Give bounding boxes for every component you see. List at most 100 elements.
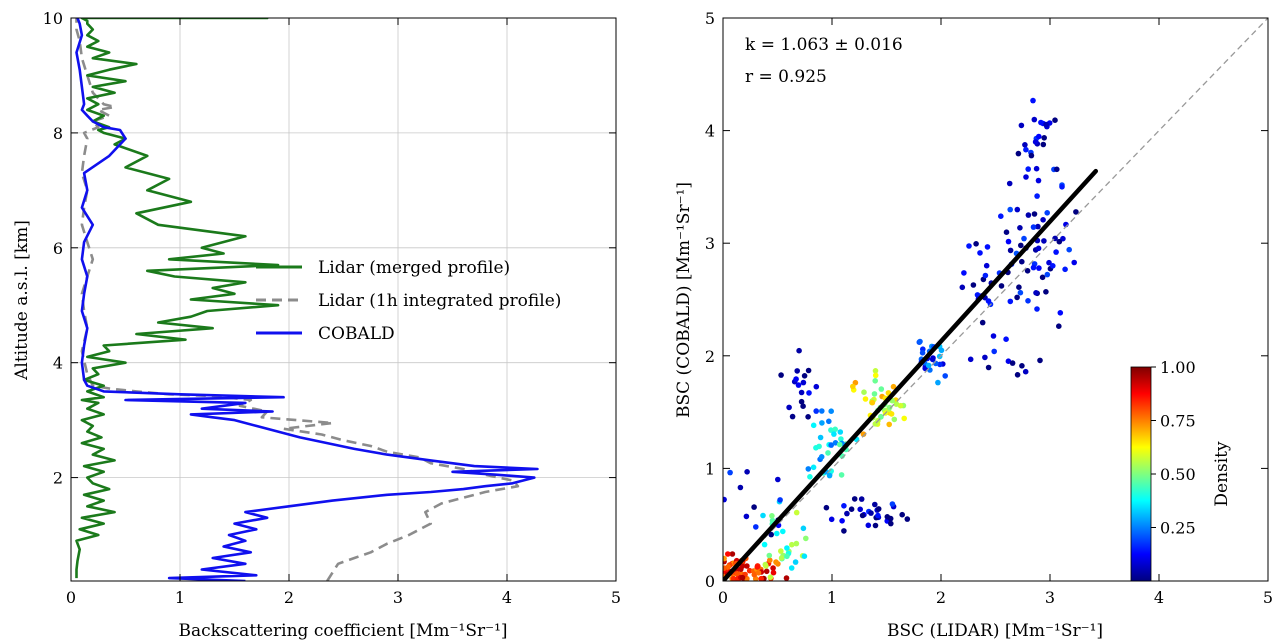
scatter-point-101 — [792, 559, 799, 565]
scatter-point-293 — [1033, 165, 1040, 172]
left-ticks: 0 1 2 3 4 5 2 4 6 8 10 — [43, 9, 621, 607]
scatter-point-316 — [805, 414, 811, 420]
scatter-point-42 — [763, 568, 770, 575]
right-y-axis-label: BSC (COBALD) [Mm⁻¹Sr⁻¹] — [674, 182, 694, 418]
scatter-point-277 — [1052, 117, 1058, 123]
scatter-point-311 — [800, 379, 807, 386]
scatter-point-135 — [828, 427, 834, 433]
scatter-point-128 — [819, 408, 825, 414]
scatter-point-103 — [784, 553, 790, 560]
scatter-point-24 — [770, 565, 776, 571]
scatter-point-210 — [942, 373, 948, 379]
scatter-point-384 — [991, 348, 997, 355]
scatter-point-196 — [929, 356, 936, 363]
scatter-point-82 — [793, 509, 800, 516]
left-x-tick-label-1: 1 — [175, 588, 185, 607]
scatter-point-231 — [1024, 268, 1031, 274]
scatter-point-267 — [1030, 264, 1037, 271]
scatter-point-288 — [1038, 119, 1044, 126]
left-x-tick-label-3: 3 — [393, 588, 403, 607]
scatter-point-63 — [723, 565, 727, 571]
left-x-tick-label-4: 4 — [502, 588, 512, 607]
colorbar-gradient — [1130, 366, 1152, 582]
scatter-point-389 — [1019, 363, 1025, 369]
scatter-point-123 — [838, 472, 845, 478]
scatter-point-109 — [778, 555, 785, 561]
left-plot-frame — [70, 17, 617, 582]
scatter-point-36 — [767, 557, 773, 563]
scatter-point-382 — [990, 333, 997, 339]
scatter-point-335 — [859, 512, 866, 519]
scatter-point-228 — [1035, 223, 1041, 230]
scatter-point-236 — [1030, 224, 1037, 230]
scatter-point-292 — [1036, 133, 1042, 140]
scatter-point-310 — [786, 404, 792, 411]
scatter-point-354 — [743, 513, 750, 520]
scatter-point-371 — [959, 284, 966, 291]
scatter-point-144 — [805, 466, 812, 472]
scatter-point-298 — [1040, 141, 1047, 148]
scatter-point-221 — [1034, 193, 1040, 199]
scatter-point-296 — [1043, 121, 1049, 128]
legend-label-lidar-1h: Lidar (1h integrated profile) — [318, 291, 561, 311]
scatter-point-274 — [1044, 210, 1050, 216]
scatter-point-127 — [832, 440, 839, 446]
scatter-point-317 — [778, 372, 784, 378]
colorbar-tick-label-1.00: 1.00 — [1160, 358, 1196, 377]
right-x-tick-label-5: 5 — [1263, 588, 1272, 607]
scatter-point-146 — [901, 415, 907, 422]
scatter-point-341 — [857, 506, 863, 513]
scatter-point-116 — [810, 422, 817, 429]
legend-label-lidar-merged: Lidar (merged profile) — [318, 258, 510, 278]
scatter-point-97 — [780, 528, 786, 535]
scatter-point-99 — [784, 545, 790, 551]
scatter-point-137 — [813, 445, 819, 451]
scatter-point-360 — [979, 319, 986, 326]
scatter-point-57 — [734, 571, 741, 577]
scatter-point-189 — [872, 378, 878, 384]
scatter-point-88 — [788, 565, 795, 571]
colorbar-tick-label-0.25: 0.25 — [1160, 519, 1196, 538]
scatter-point-336 — [872, 522, 879, 529]
scatter-point-255 — [1019, 258, 1025, 265]
scatter-point-158 — [860, 431, 867, 438]
scatter-point-70 — [770, 569, 777, 576]
scatter-point-233 — [1016, 284, 1022, 291]
scatter-point-309 — [806, 390, 812, 396]
scatter-point-81 — [803, 535, 809, 542]
scatter-point-120 — [807, 474, 813, 480]
scatter-point-266 — [1044, 271, 1051, 278]
scatter-point-286 — [1022, 142, 1028, 148]
scatter-point-125 — [838, 436, 844, 442]
scatter-point-249 — [1033, 290, 1039, 296]
left-y-tick-label-8: 8 — [53, 124, 63, 143]
scatter-point-353 — [777, 497, 783, 503]
scatter-point-320 — [858, 496, 865, 502]
scatter-point-140 — [810, 464, 817, 471]
scatter-point-107 — [793, 540, 800, 547]
scatter-point-262 — [1062, 266, 1068, 273]
scatter-point-242 — [1059, 184, 1065, 190]
scatter-point-243 — [1046, 259, 1052, 266]
scatter-point-322 — [872, 501, 878, 508]
series-line-cobald — [75, 18, 539, 581]
fit-line — [723, 168, 1099, 581]
scatter-point-263 — [1007, 206, 1013, 213]
scatter-point-133 — [819, 420, 825, 426]
scatter-point-105 — [767, 574, 774, 580]
scatter-point-330 — [848, 506, 855, 512]
right-plot-frame — [722, 17, 1269, 582]
scatter-point-205 — [937, 361, 943, 368]
scatter-point-381 — [985, 364, 992, 371]
right-plot: 0 1 2 3 4 5 0 1 2 3 4 5 k = 1.063 ± 0.016 r = 0.925… — [674, 9, 1272, 641]
scatter-point-356 — [723, 496, 727, 503]
left-x-tick-label-0: 0 — [66, 588, 76, 607]
series-line-lidar-merged-profile — [75, 18, 280, 579]
scatter-point-154 — [888, 411, 895, 417]
scatter-point-217 — [1053, 249, 1059, 255]
scatter-point-238 — [1039, 274, 1046, 281]
colorbar: 0.25 0.50 0.75 1.00 Density — [1130, 358, 1232, 582]
colorbar-ticks: 0.25 0.50 0.75 1.00 — [1151, 358, 1196, 538]
scatter-point-342 — [851, 496, 858, 502]
scatter-point-201 — [938, 347, 945, 354]
